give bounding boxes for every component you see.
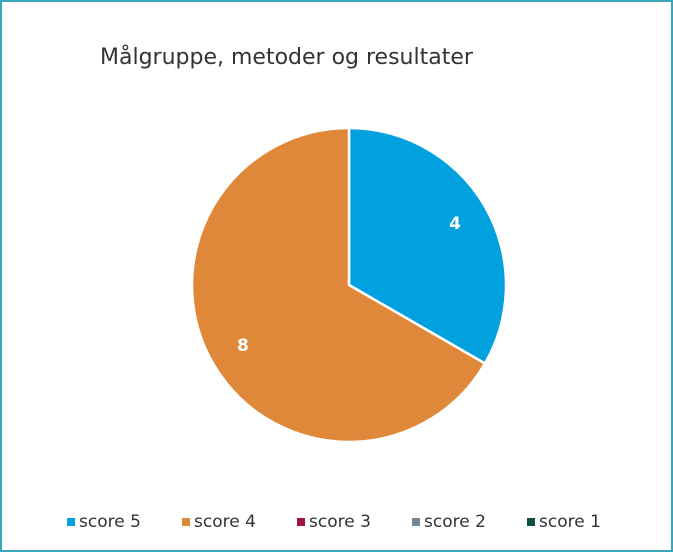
legend-swatch <box>412 518 420 526</box>
legend-label: score 3 <box>309 512 371 532</box>
pie-slice <box>190 126 487 444</box>
legend-swatch <box>182 518 190 526</box>
legend-swatch <box>297 518 305 526</box>
data-label: 4 <box>449 214 461 234</box>
legend-label: score 5 <box>79 512 141 532</box>
legend-swatch <box>67 518 75 526</box>
data-label: 8 <box>237 336 249 356</box>
legend-label: score 2 <box>424 512 486 532</box>
legend-swatch <box>527 518 535 526</box>
chart-title: Målgruppe, metoder og resultater <box>100 44 474 70</box>
legend-label: score 4 <box>194 512 256 532</box>
legend-label: score 1 <box>539 512 601 532</box>
pie-slice <box>347 126 508 366</box>
